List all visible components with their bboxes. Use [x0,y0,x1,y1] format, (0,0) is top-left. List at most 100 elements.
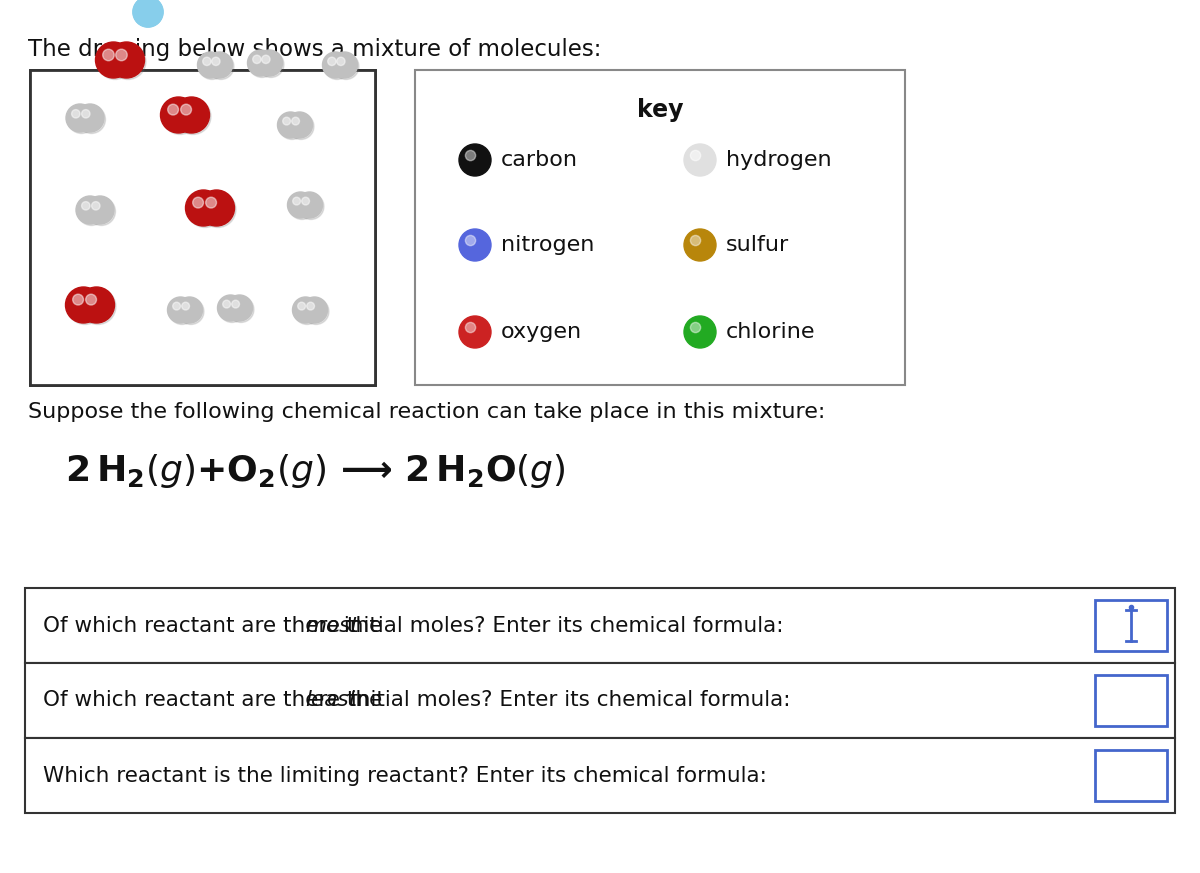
Circle shape [67,288,103,325]
Circle shape [85,294,96,305]
Circle shape [200,191,236,228]
Circle shape [283,117,290,125]
Text: Of which reactant are there the: Of which reactant are there the [43,615,389,636]
Bar [415,70,905,385]
Text: initial moles? Enter its chemical formula:: initial moles? Enter its chemical formul… [344,691,791,711]
Circle shape [217,295,244,321]
Circle shape [289,194,314,219]
Circle shape [247,50,274,76]
Circle shape [220,297,245,322]
Circle shape [161,97,197,133]
Circle shape [458,316,491,348]
Circle shape [78,106,106,134]
Circle shape [198,190,234,226]
Text: hydrogen: hydrogen [726,150,832,170]
Circle shape [684,229,716,261]
Circle shape [66,287,102,323]
Circle shape [690,150,701,161]
Text: oxygen: oxygen [502,322,582,342]
Circle shape [466,236,475,245]
Bar [25,588,1175,663]
Circle shape [208,53,234,79]
Text: $\mathbf{2\,H_2}$$\mathit{(g)}$$\mathbf{+O_2}$$\mathit{(g)}$$\mathbf{\,\longrigh: $\mathbf{2\,H_2}$$\mathit{(g)}$$\mathbf{… [65,452,565,490]
Circle shape [76,196,104,224]
Circle shape [205,197,216,208]
Circle shape [86,196,114,224]
Circle shape [293,197,300,205]
Circle shape [294,299,320,325]
Circle shape [108,42,144,78]
Text: carbon: carbon [502,150,578,170]
Circle shape [72,110,80,118]
Circle shape [115,49,127,61]
Circle shape [287,112,312,138]
Circle shape [323,52,348,78]
Circle shape [278,113,305,140]
Text: Suppose the following chemical reaction can take place in this mixture:: Suppose the following chemical reaction … [28,402,826,422]
Circle shape [232,300,240,308]
Circle shape [334,53,359,79]
Circle shape [76,104,104,132]
Circle shape [133,0,163,27]
Circle shape [181,104,192,115]
Circle shape [174,97,210,133]
Circle shape [186,190,222,226]
Text: Of which reactant are there the: Of which reactant are there the [43,691,389,711]
Text: chlorine: chlorine [726,322,816,342]
Circle shape [257,50,282,76]
Circle shape [458,229,491,261]
Circle shape [173,302,180,310]
Circle shape [199,53,226,79]
Circle shape [162,99,198,134]
Circle shape [307,302,314,310]
Circle shape [277,112,304,138]
Circle shape [211,58,220,65]
Circle shape [458,144,491,176]
Circle shape [168,297,193,323]
Circle shape [301,197,310,205]
Circle shape [198,52,223,78]
Circle shape [110,44,146,79]
Circle shape [203,58,211,65]
Text: initial moles? Enter its chemical formula:: initial moles? Enter its chemical formul… [336,615,784,636]
Text: nitrogen: nitrogen [502,235,594,255]
Circle shape [684,316,716,348]
Circle shape [301,297,328,323]
Circle shape [258,52,284,78]
Bar [1096,675,1166,726]
Circle shape [82,110,90,118]
Circle shape [331,52,358,78]
Circle shape [176,297,203,323]
Circle shape [67,106,96,134]
Circle shape [324,53,350,79]
Circle shape [288,113,314,140]
Circle shape [466,322,475,333]
Circle shape [91,202,100,210]
Circle shape [193,197,204,208]
Circle shape [690,236,701,245]
Circle shape [253,55,262,64]
Circle shape [690,322,701,333]
Circle shape [337,58,346,65]
Text: least: least [305,691,358,711]
Text: most: most [305,615,359,636]
Circle shape [175,99,211,134]
Bar [25,663,1175,738]
Circle shape [684,144,716,176]
Circle shape [206,52,233,78]
Circle shape [288,192,313,218]
Circle shape [181,302,190,310]
Circle shape [78,287,114,323]
Circle shape [169,299,194,325]
Circle shape [302,299,329,325]
Circle shape [293,297,318,323]
Circle shape [296,192,323,218]
Bar [30,70,374,385]
Circle shape [88,197,115,225]
Circle shape [82,202,90,210]
Circle shape [292,117,300,125]
Circle shape [223,300,230,308]
Circle shape [228,297,254,322]
Circle shape [187,191,223,228]
Text: The drawing below shows a mixture of molecules:: The drawing below shows a mixture of mol… [28,38,601,61]
